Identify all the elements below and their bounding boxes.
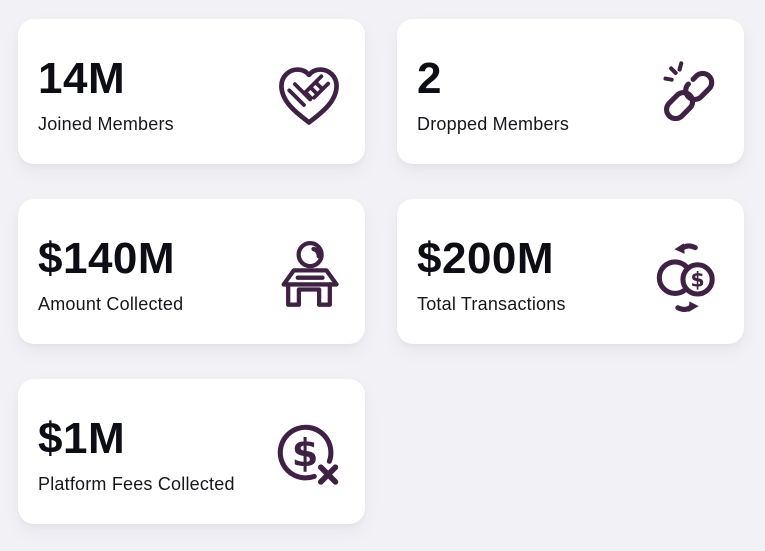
stat-card-platform-fees: $1M Platform Fees Collected $ xyxy=(18,379,365,524)
stat-value: $140M xyxy=(38,233,176,283)
stat-card-dropped-members: 2 Dropped Members xyxy=(397,19,744,164)
dollar-cancelled-icon: $ xyxy=(277,424,339,485)
broken-link-icon xyxy=(663,60,715,121)
stat-card-amount-collected: $140M Amount Collected xyxy=(18,199,365,344)
stat-card-joined-members: 14M Joined Members xyxy=(18,19,365,164)
stat-label: Amount Collected xyxy=(38,293,184,314)
stat-value: $1M xyxy=(38,413,126,463)
stat-text-block: $1M Platform Fees Collected xyxy=(38,413,235,495)
stat-label: Dropped Members xyxy=(417,113,570,134)
stat-label: Joined Members xyxy=(38,113,174,134)
currency-exchange-icon: $ xyxy=(656,242,715,312)
handshake-heart-icon xyxy=(279,66,339,125)
stat-label: Platform Fees Collected xyxy=(38,473,235,494)
donation-box-icon xyxy=(281,240,339,307)
stat-text-block: $140M Amount Collected xyxy=(38,233,184,315)
stat-text-block: $200M Total Transactions xyxy=(417,233,566,315)
stat-text-block: 2 Dropped Members xyxy=(417,53,570,135)
svg-text:$: $ xyxy=(691,267,705,291)
stat-value: $200M xyxy=(417,233,555,283)
stat-value: 14M xyxy=(38,53,126,103)
stat-text-block: 14M Joined Members xyxy=(38,53,174,135)
svg-text:$: $ xyxy=(292,431,319,476)
stat-label: Total Transactions xyxy=(417,293,566,314)
stat-card-total-transactions: $200M Total Transactions $ xyxy=(397,199,744,344)
stat-value: 2 xyxy=(417,53,442,103)
